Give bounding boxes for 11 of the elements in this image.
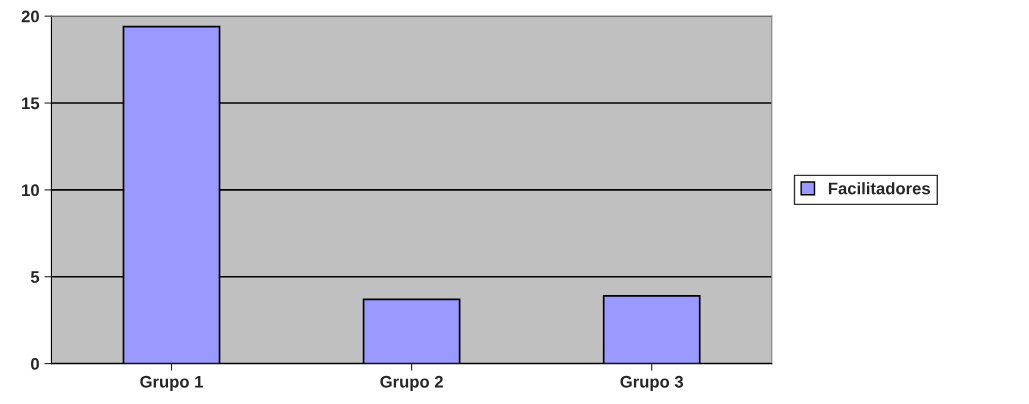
legend-label: Facilitadores (828, 182, 930, 195)
bar (602, 295, 701, 364)
bar (362, 298, 461, 364)
x-tick-label: Grupo 1 (140, 375, 203, 391)
y-tick-label: 0 (31, 358, 39, 370)
y-tick-label: 5 (30, 271, 40, 283)
x-tick-label: Grupo 2 (380, 375, 443, 391)
y-tick-label: 10 (22, 184, 39, 197)
y-tick-label: 20 (21, 10, 39, 23)
x-tick-label: Grupo 3 (620, 375, 684, 391)
y-tick-label: 15 (22, 97, 40, 110)
